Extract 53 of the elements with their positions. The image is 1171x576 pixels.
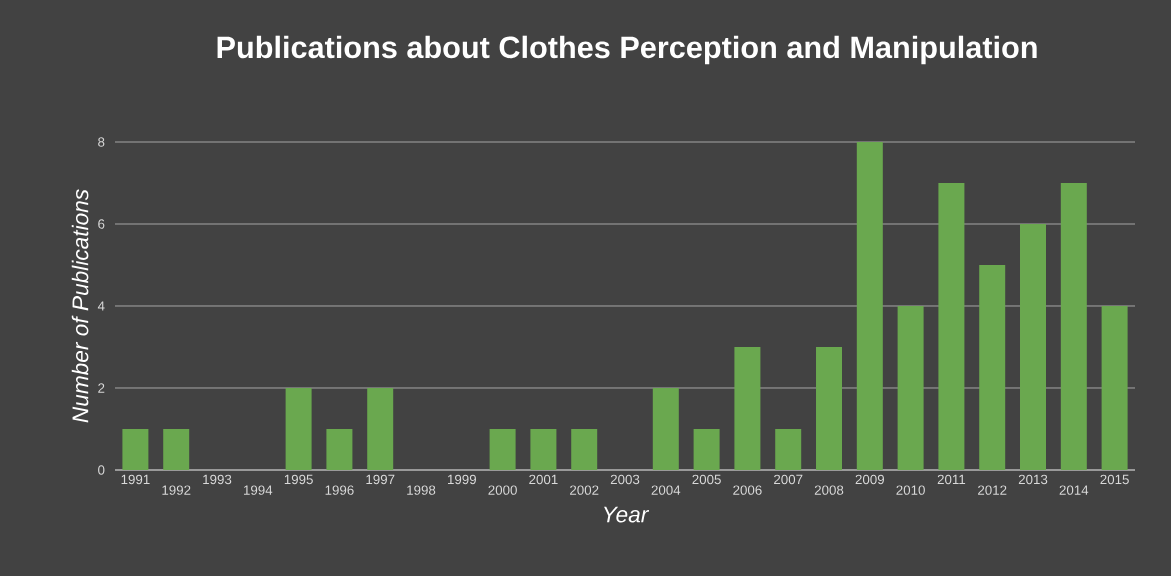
bar bbox=[652, 388, 679, 470]
x-tick-label: 2012 bbox=[978, 485, 1007, 495]
x-tick-label: 2006 bbox=[733, 485, 762, 495]
bar bbox=[816, 347, 843, 470]
x-tick-label: 2014 bbox=[1059, 485, 1089, 495]
x-tick-label: 2003 bbox=[610, 474, 640, 485]
x-tick-label: 1994 bbox=[244, 485, 273, 495]
bar bbox=[122, 429, 149, 470]
x-tick-label: 1991 bbox=[121, 474, 150, 485]
bar bbox=[367, 388, 394, 470]
x-tick-label: 2011 bbox=[937, 474, 966, 485]
x-tick-label: 1997 bbox=[366, 474, 395, 485]
y-tick-label: 2 bbox=[98, 383, 105, 393]
y-tick-label: 8 bbox=[98, 137, 105, 147]
x-tick-label: 2015 bbox=[1100, 474, 1129, 485]
bar bbox=[693, 429, 720, 470]
bar bbox=[1101, 306, 1128, 470]
x-tick-label: 1998 bbox=[407, 485, 436, 495]
x-tick-label: 2009 bbox=[855, 474, 885, 485]
bar bbox=[285, 388, 312, 470]
bar bbox=[979, 265, 1006, 470]
bar bbox=[530, 429, 557, 470]
bar bbox=[489, 429, 516, 470]
bar bbox=[163, 429, 190, 470]
bar bbox=[1060, 183, 1087, 470]
x-tick-label: 2013 bbox=[1018, 474, 1048, 485]
bar bbox=[856, 142, 883, 470]
bar bbox=[938, 183, 965, 470]
x-tick-label: 2001 bbox=[529, 474, 558, 485]
x-tick-label: 1992 bbox=[162, 485, 191, 495]
x-tick-label: 2004 bbox=[651, 485, 681, 495]
x-tick-label: 1995 bbox=[284, 474, 313, 485]
x-tick-label: 2007 bbox=[774, 474, 803, 485]
x-tick-label: 1996 bbox=[325, 485, 354, 495]
bar bbox=[571, 429, 598, 470]
bar bbox=[734, 347, 761, 470]
x-tick-label: 2002 bbox=[570, 485, 599, 495]
y-axis-title: Number of Publications bbox=[71, 189, 89, 423]
bar bbox=[326, 429, 353, 470]
y-tick-label: 0 bbox=[98, 465, 105, 475]
bar bbox=[1020, 224, 1047, 470]
y-tick-label: 6 bbox=[98, 219, 105, 229]
y-tick-label: 4 bbox=[97, 301, 105, 311]
x-tick-label: 2010 bbox=[896, 485, 925, 495]
x-tick-label: 1993 bbox=[203, 474, 232, 485]
x-tick-label: 1999 bbox=[448, 474, 477, 485]
chart-title: Publications about Clothes Perception and Manipulation bbox=[217, 35, 1037, 65]
x-tick-label: 2008 bbox=[814, 485, 844, 495]
x-tick-label: 2005 bbox=[692, 474, 721, 485]
bar bbox=[897, 306, 924, 470]
x-tick-label: 2000 bbox=[488, 485, 517, 495]
bar bbox=[775, 429, 802, 470]
x-axis-title: Year bbox=[604, 506, 650, 523]
